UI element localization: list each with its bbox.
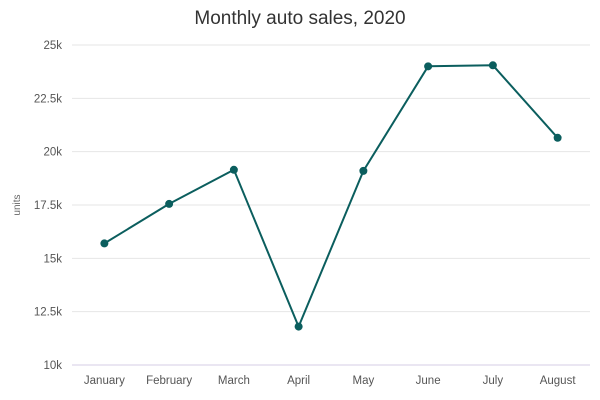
y-tick-label: 25k — [43, 40, 62, 52]
y-tick-labels: 10k 12.5k 15k 17.5k 20k 22.5k 25k — [34, 40, 62, 372]
y-tick-label: 17.5k — [34, 200, 62, 212]
data-point[interactable] — [294, 322, 303, 331]
y-tick-label: 12.5k — [34, 307, 62, 319]
x-tick-label: March — [218, 375, 250, 387]
series-layer — [103, 64, 559, 328]
x-tick-label: June — [416, 375, 441, 387]
data-point[interactable] — [229, 165, 238, 174]
data-point[interactable] — [359, 166, 368, 175]
y-tick-label: 20k — [43, 147, 62, 159]
series-line — [103, 64, 559, 328]
chart-title: Monthly auto sales, 2020 — [194, 8, 405, 29]
data-point[interactable] — [488, 61, 497, 70]
x-tick-label: July — [483, 375, 504, 387]
grid-lines — [72, 44, 590, 366]
x-tick-label: January — [84, 375, 125, 387]
x-tick-label: May — [353, 375, 375, 387]
data-point[interactable] — [165, 199, 174, 208]
y-tick-label: 10k — [43, 360, 62, 372]
data-point[interactable] — [553, 133, 562, 142]
y-axis-label: units — [12, 194, 23, 215]
x-tick-label: August — [540, 375, 577, 387]
data-point[interactable] — [424, 62, 433, 71]
x-tick-labels: January February March April May June July Augu… — [84, 375, 576, 387]
data-points — [100, 61, 562, 331]
y-tick-label: 22.5k — [34, 93, 62, 105]
x-tick-label: April — [287, 375, 310, 387]
x-tick-label: February — [146, 375, 192, 387]
y-tick-label: 15k — [43, 253, 62, 265]
data-point[interactable] — [100, 239, 109, 248]
